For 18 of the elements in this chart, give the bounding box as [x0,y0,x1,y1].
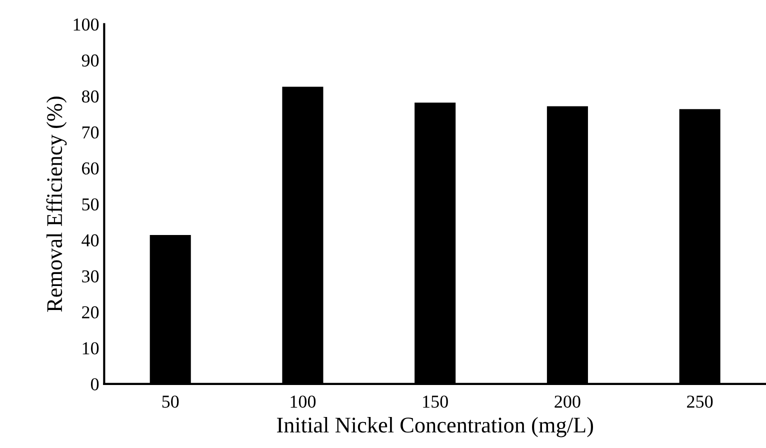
x-tick-label: 250 [687,396,713,408]
y-tick-label: 70 [82,126,99,139]
x-tick-label: 50 [162,396,179,408]
x-tick-label: 150 [423,396,448,408]
y-tick-label: 0 [90,378,99,390]
y-tick-label: 50 [82,198,99,211]
x-axis-title: Initial Nickel Concentration (mg/L) [276,416,594,438]
x-tick-label: 100 [290,396,316,408]
y-tick-label: 20 [82,306,99,318]
y-tick-label: 80 [82,90,99,103]
y-tick-label: 100 [74,18,99,31]
y-tick-label: 10 [82,342,99,354]
y-axis-title: Removal Efficiency (%) [46,96,67,312]
x-tick-label: 200 [554,396,580,408]
y-tick-label: 60 [82,162,99,175]
y-tick-label: 90 [82,54,99,67]
y-tick-label: 40 [82,234,99,246]
y-tick-label: 30 [82,270,99,282]
